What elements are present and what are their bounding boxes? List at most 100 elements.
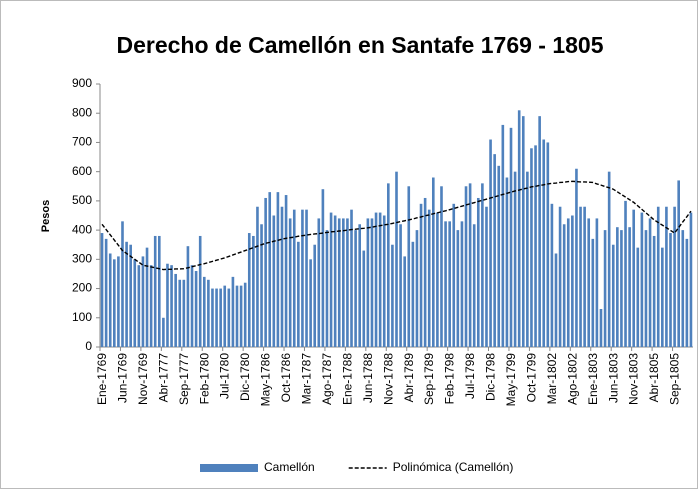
x-tick-label: Nov-1788 (381, 353, 395, 405)
bar (591, 238, 595, 347)
bar (231, 276, 235, 347)
bar (640, 212, 644, 347)
bar (325, 230, 329, 347)
bar (538, 116, 541, 348)
bar (162, 317, 165, 347)
bar (501, 124, 505, 348)
bar (448, 221, 451, 347)
bar (354, 230, 357, 347)
x-tick-label: Feb-1798 (443, 353, 457, 405)
bar (272, 215, 276, 347)
bar (207, 279, 210, 347)
y-tick-label: 300 (72, 252, 92, 266)
bar (534, 145, 537, 347)
bar (235, 285, 239, 347)
bar (681, 230, 685, 347)
bar (444, 221, 447, 347)
bar (166, 263, 169, 347)
bar (575, 168, 578, 347)
bar (170, 265, 173, 347)
bar (378, 212, 382, 347)
bar (440, 186, 443, 347)
bar (194, 271, 198, 347)
bar (227, 288, 231, 347)
bar (153, 235, 157, 347)
bar (292, 209, 296, 347)
bar (415, 230, 419, 347)
bar (661, 247, 664, 347)
x-tick-label: Sep-1777 (177, 353, 191, 405)
bar (133, 259, 137, 347)
bar (411, 241, 415, 347)
bar (562, 224, 566, 347)
bar (587, 218, 591, 347)
bar (104, 238, 108, 347)
trend-line (101, 180, 692, 271)
bar (566, 218, 570, 347)
bar (485, 206, 488, 347)
y-tick-label: 600 (72, 164, 92, 178)
bar (395, 171, 398, 347)
bar (121, 221, 124, 347)
bar (624, 200, 627, 347)
bar (607, 171, 611, 347)
bar (427, 209, 431, 347)
y-tick-label: 900 (72, 76, 92, 90)
x-tick-label: Mar-1787 (300, 353, 314, 405)
x-tick-label: Mar-1802 (545, 353, 559, 405)
bar (243, 282, 247, 347)
bar (190, 265, 194, 347)
x-tick-label: Oct-1799 (524, 353, 538, 403)
bar (219, 288, 222, 347)
bar (436, 212, 439, 347)
x-tick-label: Jul-1780 (218, 353, 232, 399)
bar (321, 189, 325, 347)
bar (313, 244, 317, 347)
bar (509, 127, 513, 347)
x-tick-label: Jun-1788 (361, 353, 375, 403)
bar (517, 110, 521, 347)
bar (350, 209, 353, 347)
bar (558, 206, 562, 347)
bar (125, 241, 128, 347)
bar (260, 224, 263, 347)
bar (431, 177, 435, 347)
bar (669, 233, 672, 347)
bar (689, 212, 693, 347)
bar (370, 218, 374, 347)
legend-swatch (200, 464, 258, 472)
bar (493, 154, 496, 347)
x-tick-label: Abr-1805 (647, 353, 661, 403)
bar (284, 195, 288, 347)
x-tick-label: Feb-1780 (197, 353, 211, 405)
bar (423, 197, 427, 347)
bar (611, 244, 615, 347)
bar (346, 218, 349, 347)
x-tick-label: Jul-1798 (463, 353, 477, 399)
x-tick-label: Ene-1803 (586, 353, 600, 405)
bar (100, 233, 104, 347)
bar (211, 288, 214, 347)
bar (665, 206, 668, 347)
bar (554, 253, 558, 347)
x-tick-label: Oct-1786 (279, 353, 293, 403)
bar (464, 186, 468, 347)
bar (452, 203, 456, 347)
y-tick-label: 500 (72, 193, 92, 207)
bar (599, 309, 603, 347)
bar (247, 233, 251, 347)
bar (145, 247, 149, 347)
bar (652, 235, 656, 347)
bar (468, 183, 472, 347)
bar (129, 244, 132, 347)
bar (108, 253, 112, 347)
x-tick-label: Ene-1788 (340, 353, 354, 405)
bar (530, 148, 533, 347)
bar (358, 224, 362, 347)
bar (239, 285, 243, 347)
bar (656, 206, 660, 347)
bar (215, 288, 218, 347)
bar (113, 259, 116, 347)
y-tick-label: 400 (72, 222, 92, 236)
